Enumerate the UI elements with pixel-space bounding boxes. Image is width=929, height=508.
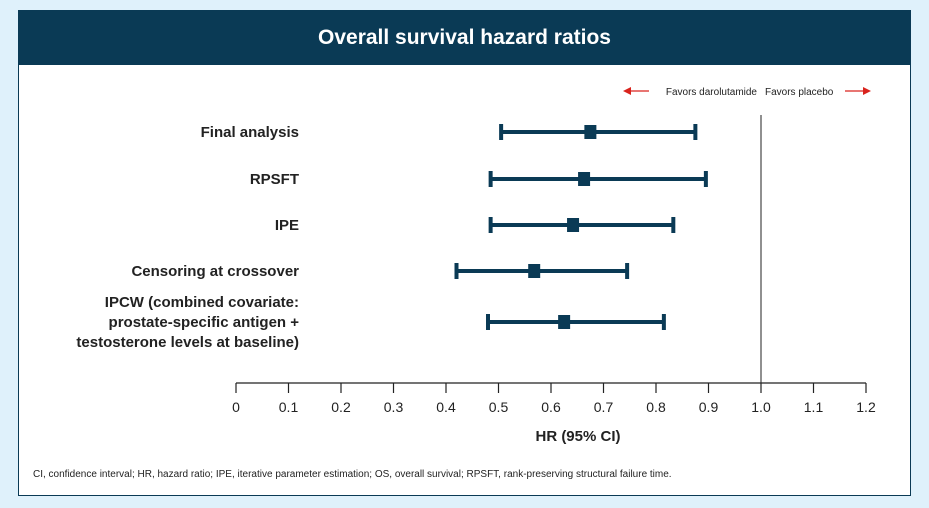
hr-marker [528,264,541,278]
footnote: CI, confidence interval; HR, hazard rati… [33,469,672,480]
row-label: prostate-specific antigen + [109,314,300,331]
x-tick-label: 0 [232,399,240,415]
x-tick-label: 0.3 [384,399,404,415]
row-label: RPSFT [250,171,299,188]
x-tick-label: 0.7 [594,399,614,415]
favors-right-arrowhead [863,87,871,95]
x-tick-label: 1.1 [804,399,824,415]
row-label: testosterone levels at baseline) [76,334,299,351]
x-tick-label: 1.2 [856,399,876,415]
x-tick-label: 0.2 [331,399,351,415]
chart-title: Overall survival hazard ratios [19,11,910,65]
chart-card: Overall survival hazard ratios Favors da… [18,10,911,496]
x-tick-label: 0.8 [646,399,666,415]
x-axis-title: HR (95% CI) [535,428,620,445]
hr-marker [578,172,591,186]
forest-plot: Favors darolutamide Favors placebo Final a… [76,87,876,445]
x-tick-label: 0.9 [699,399,719,415]
row-label: IPE [275,217,299,234]
favors-left-label: Favors darolutamide [666,87,758,98]
row-label: Censoring at crossover [131,263,299,280]
x-tick-label: 0.5 [489,399,509,415]
favors-left-arrowhead [623,87,631,95]
x-tick-label: 0.6 [541,399,561,415]
favors-right-label: Favors placebo [765,87,834,98]
row-label: Final analysis [201,124,299,141]
x-tick-label: 0.1 [279,399,299,415]
hr-marker [558,315,571,329]
hr-marker [584,125,597,139]
x-tick-label: 0.4 [436,399,456,415]
hr-marker [567,218,580,232]
x-tick-label: 1.0 [751,399,771,415]
row-label: IPCW (combined covariate: [105,294,299,311]
